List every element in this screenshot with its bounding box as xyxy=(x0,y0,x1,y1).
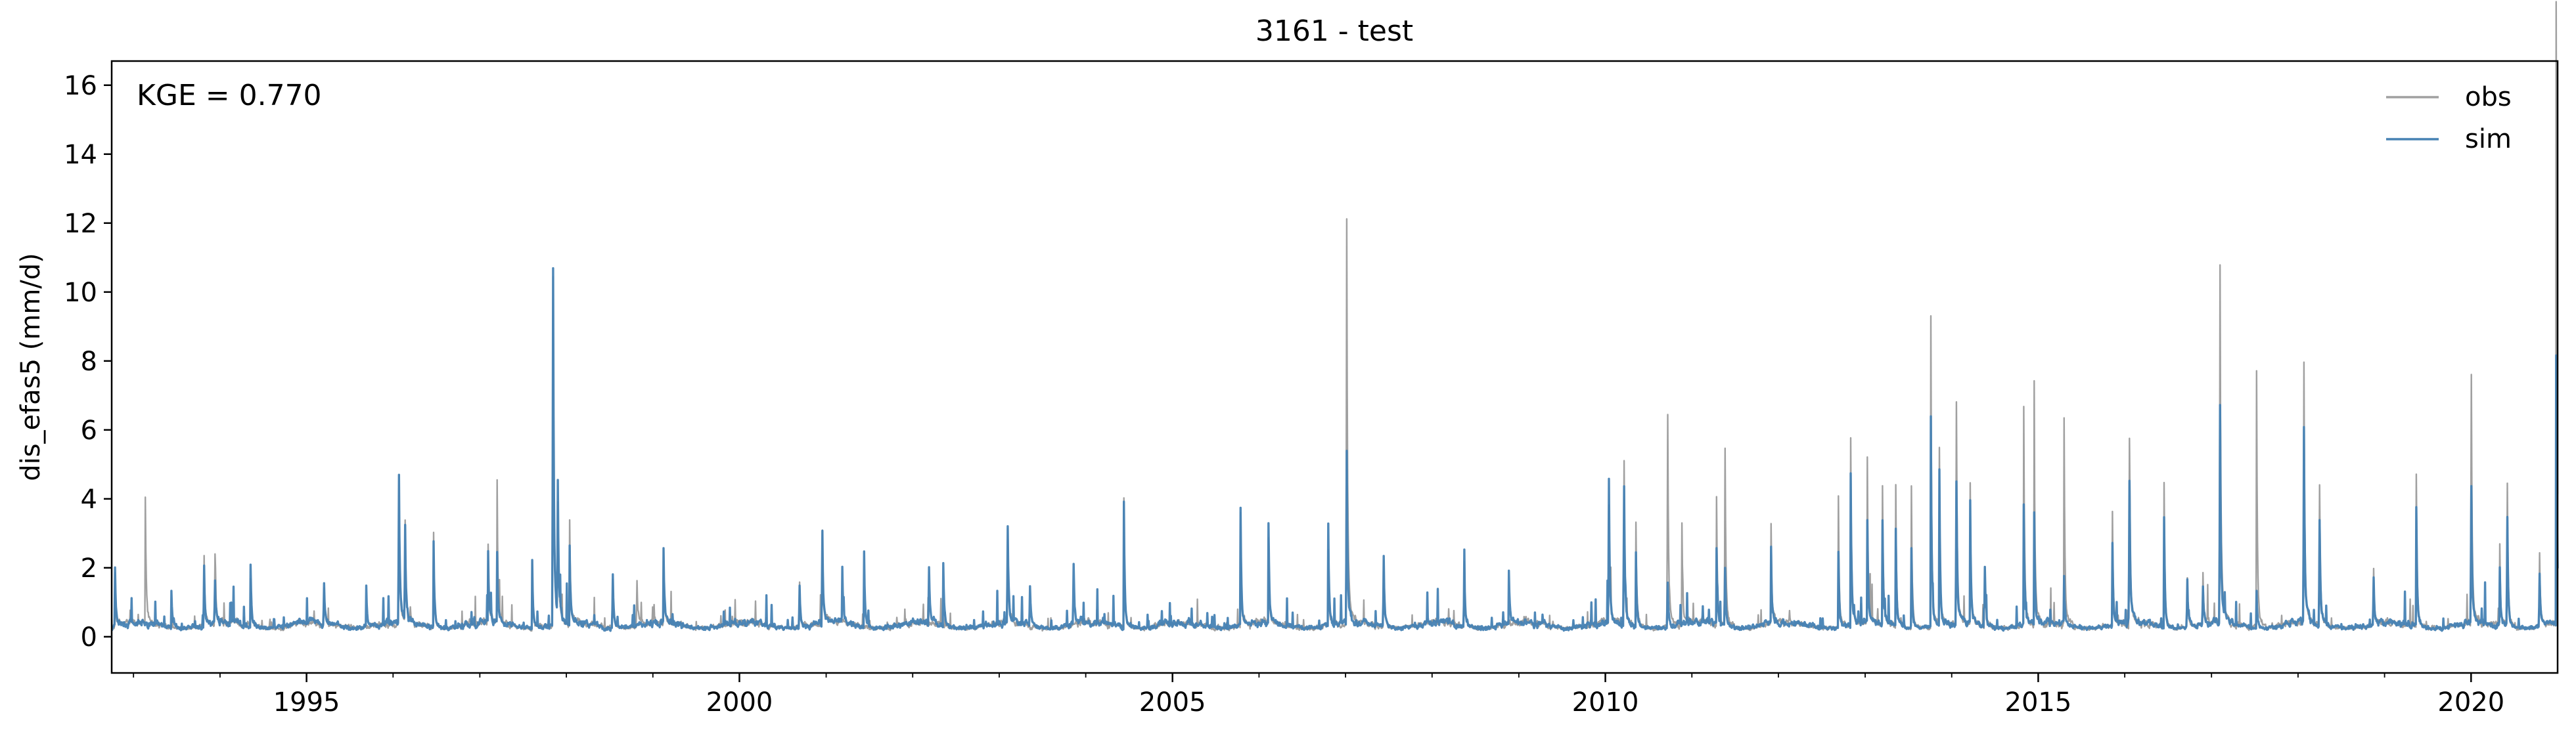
y-axis: 0 2 4 6 8 10 12 14 16 xyxy=(64,71,112,653)
y-tick-label: 12 xyxy=(64,209,97,239)
y-axis-label: dis_efas5 (mm/d) xyxy=(16,253,46,481)
plot-series xyxy=(110,1,2559,632)
series-line-sim xyxy=(110,267,2559,632)
x-tick-label: 1995 xyxy=(273,687,340,718)
y-tick-label: 0 xyxy=(81,622,97,653)
axes-frame xyxy=(110,60,2559,674)
y-tick-label: 8 xyxy=(81,347,97,377)
x-tick-label: 2015 xyxy=(2005,687,2072,718)
y-tick-label: 16 xyxy=(64,71,97,101)
x-axis: 1995 2000 2005 2010 2015 2020 xyxy=(133,673,2504,718)
x-tick-label: 2000 xyxy=(706,687,773,718)
legend: obs sim xyxy=(2386,82,2512,154)
legend-label-obs: obs xyxy=(2465,82,2512,112)
chart-title: 3161 - test xyxy=(1255,14,1413,48)
kge-annotation: KGE = 0.770 xyxy=(137,79,322,112)
y-tick-label: 6 xyxy=(81,416,97,446)
y-tick-label: 10 xyxy=(64,278,97,308)
y-tick-label: 4 xyxy=(81,485,97,515)
legend-label-sim: sim xyxy=(2465,124,2512,154)
y-tick-label: 2 xyxy=(81,553,97,584)
y-tick-label: 14 xyxy=(64,140,97,170)
x-tick-label: 2020 xyxy=(2437,687,2504,718)
x-tick-label: 2005 xyxy=(1139,687,1206,718)
x-tick-label: 2010 xyxy=(1572,687,1639,718)
